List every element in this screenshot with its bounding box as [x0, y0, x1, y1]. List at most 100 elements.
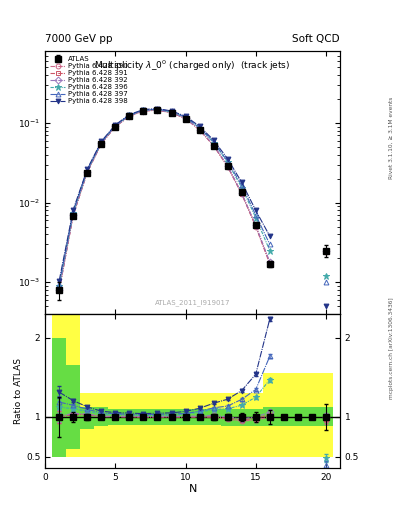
Line: Pythia 6.428 392: Pythia 6.428 392: [57, 108, 328, 292]
Pythia 6.428 390: [71, 212, 75, 218]
Pythia 6.428 390: [141, 108, 146, 114]
Pythia 6.428 390: [85, 169, 90, 175]
Pythia 6.428 397: [99, 139, 104, 145]
Pythia 6.428 391: [183, 116, 188, 122]
Pythia 6.428 391: [127, 113, 132, 119]
Pythia 6.428 390: [113, 123, 118, 130]
Pythia 6.428 391: [57, 287, 62, 293]
Pythia 6.428 391: [323, 248, 328, 254]
Pythia 6.428 398: [127, 112, 132, 118]
Pythia 6.428 396: [211, 139, 216, 145]
Text: Soft QCD: Soft QCD: [292, 33, 340, 44]
Pythia 6.428 390: [99, 141, 104, 147]
Pythia 6.428 396: [141, 107, 146, 113]
Text: Rivet 3.1.10, ≥ 3.1M events: Rivet 3.1.10, ≥ 3.1M events: [389, 97, 393, 179]
Pythia 6.428 392: [253, 222, 258, 228]
Y-axis label: Ratio to ATLAS: Ratio to ATLAS: [14, 358, 23, 424]
Pythia 6.428 397: [253, 212, 258, 218]
Pythia 6.428 396: [71, 209, 75, 216]
Pythia 6.428 392: [169, 110, 174, 116]
Pythia 6.428 391: [253, 223, 258, 229]
Pythia 6.428 398: [225, 156, 230, 162]
Pythia 6.428 391: [113, 123, 118, 130]
Pythia 6.428 392: [239, 190, 244, 196]
Line: Pythia 6.428 398: Pythia 6.428 398: [57, 106, 328, 309]
Pythia 6.428 397: [85, 167, 90, 173]
Pythia 6.428 397: [155, 106, 160, 112]
Pythia 6.428 397: [323, 279, 328, 285]
Pythia 6.428 392: [113, 123, 118, 130]
Pythia 6.428 398: [71, 206, 75, 212]
Pythia 6.428 390: [211, 143, 216, 149]
Line: Pythia 6.428 390: Pythia 6.428 390: [57, 108, 328, 292]
Pythia 6.428 391: [225, 163, 230, 169]
Pythia 6.428 390: [253, 224, 258, 230]
Pythia 6.428 396: [85, 167, 90, 174]
Pythia 6.428 392: [141, 108, 146, 114]
Pythia 6.428 391: [197, 127, 202, 133]
Pythia 6.428 390: [169, 110, 174, 116]
Pythia 6.428 398: [211, 137, 216, 143]
Pythia 6.428 398: [169, 108, 174, 114]
Pythia 6.428 398: [57, 278, 62, 284]
Pythia 6.428 398: [155, 105, 160, 112]
Pythia 6.428 390: [225, 164, 230, 170]
Pythia 6.428 397: [141, 107, 146, 113]
Pythia 6.428 398: [85, 166, 90, 172]
Pythia 6.428 390: [127, 113, 132, 119]
Pythia 6.428 391: [211, 143, 216, 149]
Pythia 6.428 390: [155, 107, 160, 113]
Pythia 6.428 392: [197, 126, 202, 133]
Pythia 6.428 398: [267, 233, 272, 239]
Pythia 6.428 398: [197, 123, 202, 130]
Pythia 6.428 392: [267, 259, 272, 265]
Pythia 6.428 392: [183, 115, 188, 121]
Pythia 6.428 391: [141, 108, 146, 114]
Text: mcplots.cern.ch [arXiv:1306.3436]: mcplots.cern.ch [arXiv:1306.3436]: [389, 297, 393, 399]
Pythia 6.428 392: [71, 211, 75, 218]
Pythia 6.428 397: [225, 158, 230, 164]
Pythia 6.428 392: [85, 169, 90, 175]
Pythia 6.428 397: [127, 112, 132, 118]
Pythia 6.428 392: [99, 140, 104, 146]
Pythia 6.428 390: [267, 261, 272, 267]
Pythia 6.428 397: [113, 122, 118, 129]
Pythia 6.428 392: [155, 107, 160, 113]
Pythia 6.428 398: [99, 138, 104, 144]
Pythia 6.428 390: [183, 116, 188, 122]
Text: 7000 GeV pp: 7000 GeV pp: [45, 33, 113, 44]
Line: Pythia 6.428 396: Pythia 6.428 396: [56, 106, 329, 289]
Pythia 6.428 396: [113, 122, 118, 129]
Pythia 6.428 396: [183, 114, 188, 120]
Line: Pythia 6.428 391: Pythia 6.428 391: [57, 108, 328, 292]
Pythia 6.428 391: [71, 212, 75, 218]
Pythia 6.428 398: [253, 207, 258, 214]
Pythia 6.428 397: [57, 281, 62, 287]
Pythia 6.428 396: [99, 139, 104, 145]
Pythia 6.428 390: [197, 127, 202, 133]
Pythia 6.428 392: [57, 287, 62, 293]
Pythia 6.428 391: [239, 190, 244, 197]
Pythia 6.428 396: [253, 215, 258, 221]
X-axis label: N: N: [188, 484, 197, 494]
Pythia 6.428 396: [323, 273, 328, 279]
Pythia 6.428 397: [197, 124, 202, 131]
Pythia 6.428 392: [323, 247, 328, 253]
Pythia 6.428 398: [141, 106, 146, 113]
Pythia 6.428 390: [323, 249, 328, 255]
Legend: ATLAS, Pythia 6.428 390, Pythia 6.428 391, Pythia 6.428 392, Pythia 6.428 396, P: ATLAS, Pythia 6.428 390, Pythia 6.428 39…: [48, 54, 130, 106]
Pythia 6.428 391: [155, 107, 160, 113]
Pythia 6.428 396: [267, 247, 272, 253]
Pythia 6.428 390: [239, 191, 244, 197]
Pythia 6.428 396: [169, 109, 174, 115]
Pythia 6.428 396: [127, 112, 132, 118]
Pythia 6.428 392: [211, 142, 216, 148]
Pythia 6.428 391: [267, 260, 272, 266]
Text: Multiplicity $\lambda\_0^0$ (charged only)  (track jets): Multiplicity $\lambda\_0^0$ (charged onl…: [94, 59, 291, 74]
Pythia 6.428 396: [225, 159, 230, 165]
Text: ATLAS_2011_I919017: ATLAS_2011_I919017: [155, 300, 230, 306]
Pythia 6.428 392: [225, 163, 230, 169]
Pythia 6.428 396: [155, 106, 160, 113]
Pythia 6.428 398: [113, 122, 118, 128]
Pythia 6.428 398: [239, 179, 244, 185]
